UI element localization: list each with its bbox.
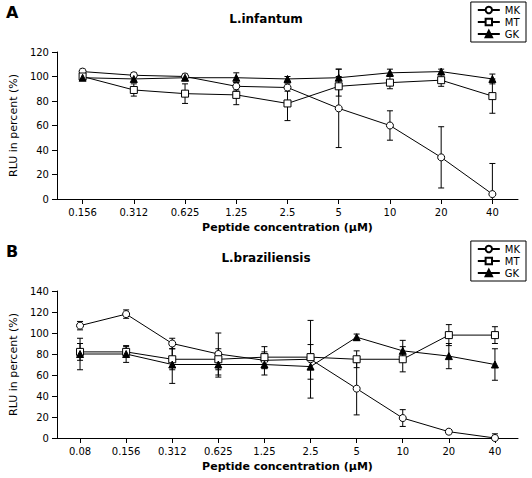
svg-text:0.156: 0.156 — [112, 446, 141, 457]
svg-text:80: 80 — [36, 96, 49, 107]
svg-text:L.braziliensis: L.braziliensis — [221, 251, 310, 265]
svg-text:0.312: 0.312 — [158, 446, 187, 457]
svg-text:MT: MT — [505, 256, 521, 267]
svg-text:10: 10 — [384, 207, 397, 218]
svg-text:20: 20 — [442, 446, 455, 457]
svg-text:100: 100 — [30, 328, 49, 339]
svg-text:RLU in percent (%): RLU in percent (%) — [7, 74, 20, 177]
svg-text:120: 120 — [30, 47, 49, 58]
svg-text:MK: MK — [505, 5, 521, 16]
svg-text:RLU in percent (%): RLU in percent (%) — [7, 313, 20, 416]
svg-text:60: 60 — [36, 370, 49, 381]
svg-text:40: 40 — [489, 446, 502, 457]
svg-text:120: 120 — [30, 307, 49, 318]
svg-text:20: 20 — [36, 412, 49, 423]
svg-text:0.312: 0.312 — [120, 207, 149, 218]
svg-text:20: 20 — [435, 207, 448, 218]
svg-text:40: 40 — [486, 207, 499, 218]
svg-text:100: 100 — [30, 71, 49, 82]
svg-text:A: A — [6, 3, 19, 22]
svg-text:0: 0 — [43, 194, 49, 205]
svg-text:2.5: 2.5 — [280, 207, 296, 218]
svg-text:Peptide concentration (µM): Peptide concentration (µM) — [202, 221, 373, 234]
svg-text:40: 40 — [36, 145, 49, 156]
svg-text:B: B — [6, 242, 18, 261]
svg-text:20: 20 — [36, 169, 49, 180]
svg-text:60: 60 — [36, 120, 49, 131]
svg-text:5: 5 — [336, 207, 342, 218]
svg-text:Peptide concentration (µM): Peptide concentration (µM) — [202, 460, 373, 473]
svg-text:1.25: 1.25 — [253, 446, 275, 457]
svg-text:GK: GK — [505, 29, 520, 40]
svg-text:40: 40 — [36, 391, 49, 402]
svg-text:GK: GK — [505, 268, 520, 279]
svg-text:0.625: 0.625 — [204, 446, 233, 457]
svg-text:MT: MT — [505, 17, 521, 28]
svg-text:80: 80 — [36, 349, 49, 360]
svg-text:1.25: 1.25 — [225, 207, 247, 218]
svg-text:L.infantum: L.infantum — [229, 12, 303, 26]
svg-text:MK: MK — [505, 244, 521, 255]
svg-text:2.5: 2.5 — [303, 446, 319, 457]
svg-text:10: 10 — [396, 446, 409, 457]
svg-text:0.156: 0.156 — [68, 207, 97, 218]
svg-text:0.08: 0.08 — [69, 446, 91, 457]
svg-text:0.625: 0.625 — [171, 207, 200, 218]
svg-text:5: 5 — [353, 446, 359, 457]
svg-text:0: 0 — [43, 433, 49, 444]
svg-text:140: 140 — [30, 286, 49, 297]
